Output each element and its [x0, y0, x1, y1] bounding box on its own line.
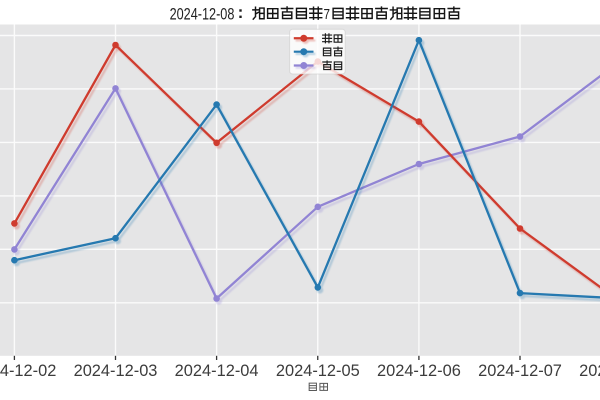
- svg-text:2024-12-02: 2024-12-02: [0, 362, 56, 380]
- svg-text:2024-12-08: 2024-12-08: [170, 4, 235, 23]
- svg-text:2024-12-07: 2024-12-07: [478, 362, 562, 380]
- svg-text:7: 7: [324, 7, 331, 23]
- svg-text:2024-12-06: 2024-12-06: [377, 362, 461, 380]
- svg-text:2024-12-04: 2024-12-04: [175, 362, 259, 380]
- svg-text:2024-12-08: 2024-12-08: [579, 362, 600, 380]
- svg-text:2024-12-03: 2024-12-03: [74, 362, 158, 380]
- svg-text:2024-12-05: 2024-12-05: [276, 362, 360, 380]
